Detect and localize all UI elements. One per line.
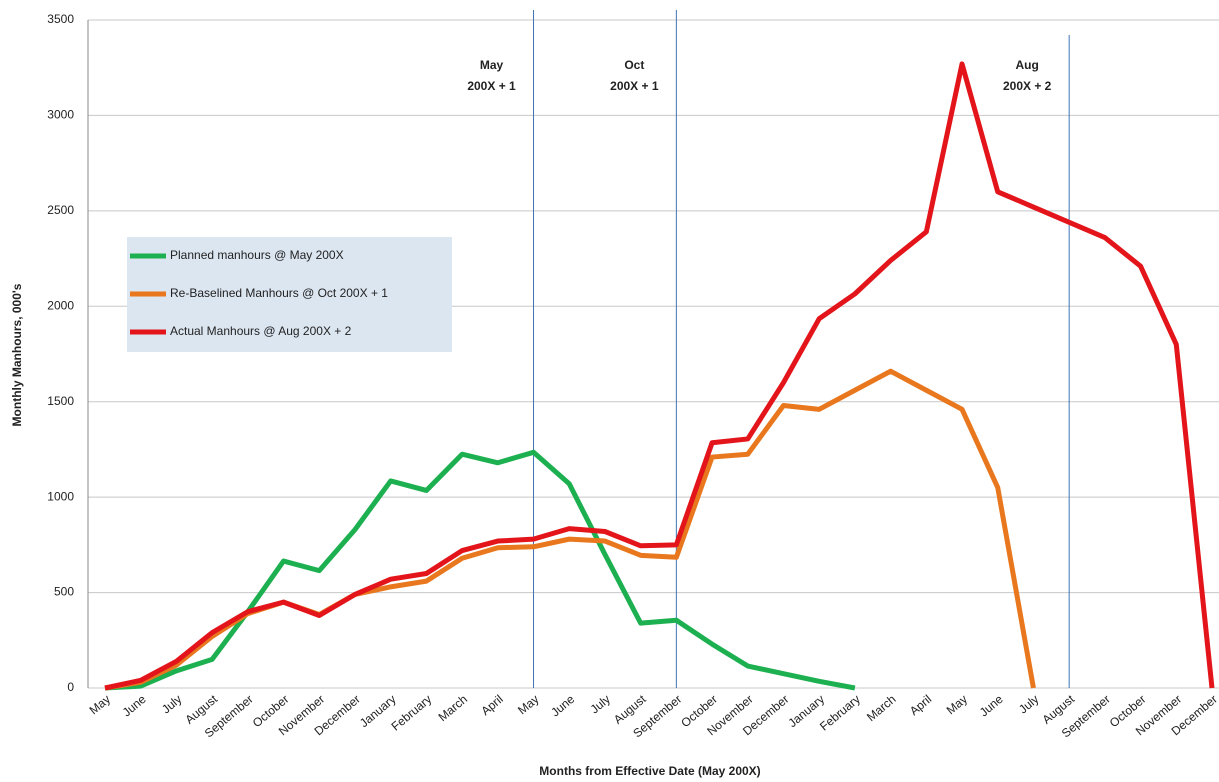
annotation: Oct	[624, 58, 644, 72]
annotation: 200X + 1	[467, 79, 516, 93]
y-tick-label: 3000	[47, 108, 74, 122]
legend-box	[127, 237, 452, 352]
x-tick-label: May	[515, 692, 541, 717]
x-tick-label: March	[436, 692, 471, 724]
x-tick-label: July	[588, 692, 613, 716]
legend-label: Re-Baselined Manhours @ Oct 200X + 1	[170, 286, 388, 300]
x-tick-label: June	[548, 692, 577, 720]
y-tick-label: 2000	[47, 298, 74, 312]
y-tick-label: 2500	[47, 203, 74, 217]
x-axis-label: Months from Effective Date (May 200X)	[539, 764, 760, 778]
annotation: May	[480, 58, 504, 72]
legend-label: Planned manhours @ May 200X	[170, 248, 344, 262]
x-tick-label: April	[478, 692, 505, 718]
x-tick-label: July	[159, 692, 184, 716]
y-tick-label: 1500	[47, 394, 74, 408]
y-tick-label: 3500	[47, 12, 74, 26]
x-tick-label: June	[977, 692, 1006, 720]
annotation: 200X + 1	[610, 79, 659, 93]
series-line	[104, 449, 856, 691]
x-tick-label: June	[120, 692, 149, 720]
x-tick-label: April	[907, 692, 934, 718]
annotation: Aug	[1015, 58, 1038, 72]
y-tick-label: 1000	[47, 489, 74, 503]
y-tick-label: 500	[54, 585, 74, 599]
x-tick-label: February	[817, 692, 863, 734]
y-tick-label: 0	[67, 680, 74, 694]
x-tick-label: July	[1016, 692, 1041, 716]
x-tick-label: May	[944, 692, 970, 717]
y-axis-label: Monthly Manhours, 000's	[10, 283, 24, 426]
legend-label: Actual Manhours @ Aug 200X + 2	[170, 324, 352, 338]
x-tick-label: May	[87, 692, 113, 717]
annotation: 200X + 2	[1003, 79, 1052, 93]
series-line	[104, 61, 1215, 691]
x-tick-label: March	[864, 692, 899, 724]
x-tick-label: February	[389, 692, 435, 734]
